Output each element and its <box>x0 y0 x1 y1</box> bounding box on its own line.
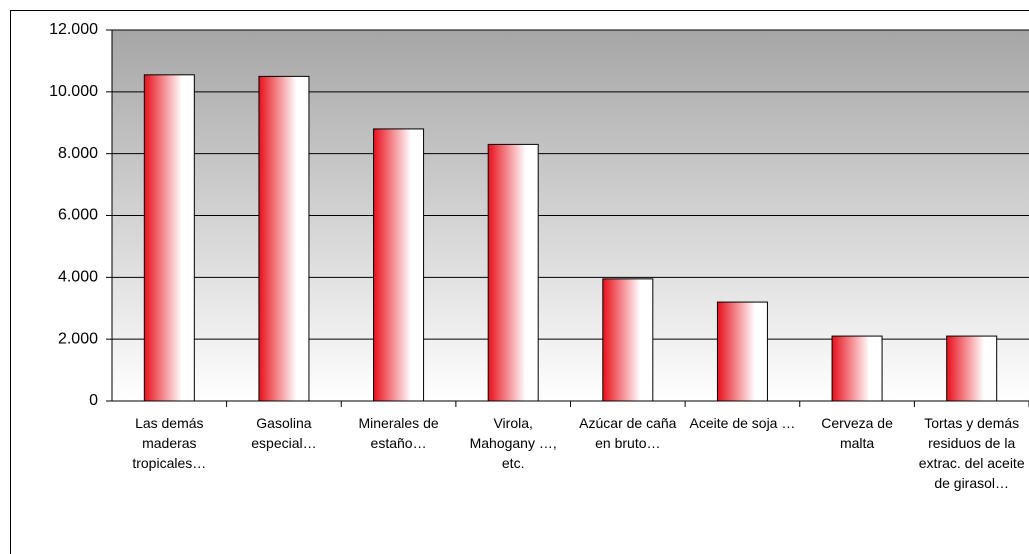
x-tick-label: Tortas y demás residuos de la extrac. de… <box>918 415 1025 491</box>
bar <box>373 128 425 402</box>
x-tick-label: Aceite de soja … <box>689 415 796 431</box>
y-tick-label: 10.000 <box>49 83 98 100</box>
x-tick-label: Azúcar de caña en bruto… <box>579 415 677 451</box>
y-tick-label: 8.000 <box>58 145 98 162</box>
bar <box>487 143 539 402</box>
y-tick-label: 6.000 <box>58 207 98 224</box>
x-tick-label: Gasolina especial… <box>251 415 317 451</box>
x-tick-label: Cerveza de malta <box>821 415 893 451</box>
bar <box>143 74 195 402</box>
y-tick-label: 2.000 <box>58 330 98 347</box>
bar <box>602 278 654 402</box>
y-tick-label: 4.000 <box>58 269 98 286</box>
bar <box>716 301 768 402</box>
x-tick-label: Virola, Mahogany …, etc. <box>469 415 557 471</box>
bar <box>946 335 998 402</box>
x-tick-label: Minerales de estaño… <box>358 415 439 451</box>
y-tick-label: 0 <box>89 392 98 409</box>
y-tick-label: 12.000 <box>49 21 98 38</box>
bar <box>831 335 883 402</box>
bar <box>258 75 310 402</box>
x-tick-label: Las demás maderas tropicales… <box>132 415 207 471</box>
